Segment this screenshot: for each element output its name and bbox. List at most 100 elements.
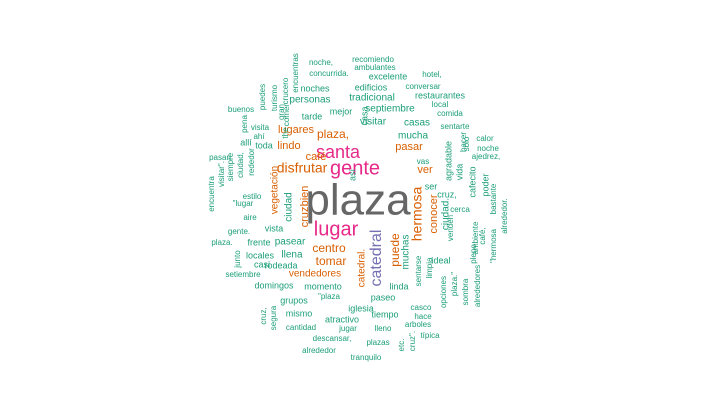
word-noche: noche, [309, 58, 333, 67]
word-ajedrez: ajedrez, [472, 152, 500, 161]
word-cruz: cruz". [408, 331, 417, 351]
word-rodeada: rodeada [264, 260, 297, 270]
word-gente: gente [330, 157, 380, 179]
word-plaza: "plaza [318, 292, 341, 301]
word-cantidad: cantidad [286, 323, 316, 332]
word-concurrida: concurrida. [309, 69, 349, 78]
word-pasan: pasan [209, 153, 231, 162]
word-pasar: pasar [395, 141, 423, 153]
word-visitar: visitar". [217, 161, 226, 187]
word-descansar: descansar, [313, 334, 352, 343]
word-sombra: sombra [461, 278, 470, 305]
word-arboles: arboles [405, 320, 431, 329]
word-jugar: jugar [338, 324, 357, 333]
word-tradicional: tradicional [349, 93, 395, 104]
word-casa: casa [359, 106, 369, 125]
word-toda: toda [255, 140, 273, 150]
word-local: local [432, 100, 449, 109]
word-locales: locales [246, 250, 275, 260]
word-personas: personas [289, 95, 330, 106]
word-vegetacion: vegetación [270, 166, 281, 214]
word-hermosa: hermosa [409, 187, 425, 242]
word-vendedores: vendedores [289, 269, 341, 280]
word-siempre: siempre [226, 152, 235, 181]
word-cruz: cruz, [259, 307, 268, 324]
word-calor: calor [476, 134, 494, 143]
word-mismo: mismo [286, 308, 313, 318]
word-ser: ser [425, 181, 438, 191]
word-cruz: cruz, [437, 189, 457, 199]
word-linda: linda [389, 281, 408, 291]
word-aire: aire [243, 213, 257, 222]
word-llena: llena [281, 250, 303, 261]
word-segura: segura [269, 305, 278, 330]
word-visitar: visitar [360, 117, 387, 128]
word-ambiente: ambiente [471, 221, 480, 254]
word-muchas: muchas [401, 234, 412, 269]
word-comida: comida [437, 109, 463, 118]
word-conversar: conversar [405, 82, 440, 91]
word-limpia: limpia [425, 257, 434, 278]
word-vista: vista [265, 223, 284, 233]
word-casco: casco [411, 303, 432, 312]
word-septiembre: septiembre [365, 104, 415, 115]
word-lindo: lindo [277, 140, 300, 152]
word-vida: vida [454, 164, 464, 181]
word-catedral: catedral. [357, 249, 368, 287]
word-ciudad: ciudad [284, 192, 295, 221]
word-momento: momento [304, 281, 342, 291]
word-mucha: mucha [398, 131, 428, 142]
word-the: the [281, 127, 290, 139]
word-hace: hace [414, 312, 432, 321]
word-noches: noches [300, 83, 330, 93]
word-gente: gente. [228, 227, 250, 236]
word-cafe: café [306, 151, 327, 163]
word-encuentras: encuentras [291, 53, 300, 93]
word-mejor: mejor [330, 106, 353, 116]
word-frente: frente [247, 237, 270, 247]
word-cafe: café, [478, 227, 487, 244]
word-hacer: hacer [459, 132, 468, 152]
word-agradable: agradable [443, 141, 453, 181]
word-sentarse: sentarse [414, 255, 423, 286]
word-puedes: puedes [258, 84, 267, 110]
word-buenos: buenos [228, 105, 254, 114]
word-rededor: rededor [247, 148, 256, 176]
word-alli: allí [240, 137, 252, 147]
word-tranquilo: tranquilo [351, 353, 382, 362]
word-setiembre: setiembre [225, 270, 261, 279]
word-pasear: pasear [275, 237, 306, 248]
word-atractivo: atractivo [325, 314, 359, 324]
word-plaza: plaza [305, 176, 411, 225]
word-encuentra: encuentra [207, 176, 216, 212]
word-visita: visita [251, 123, 270, 132]
word-plaza: plaza, [317, 127, 349, 141]
word-comer: comer [282, 104, 291, 127]
word-bastante: bastante [489, 183, 498, 214]
word-catedral: catedral [368, 230, 385, 287]
word-tarde: tarde [302, 111, 323, 121]
word-casi: casi [254, 259, 270, 269]
word-junto: junto [233, 250, 242, 269]
word-alrededor: alrededor [302, 346, 336, 355]
word-asi: así [347, 169, 357, 182]
word-cruz: cruz [299, 207, 311, 228]
word-turismo: turismo [270, 84, 279, 111]
word-lugares: lugares [278, 124, 315, 136]
word-solo: solo [462, 136, 471, 151]
word-tomar: tomar [316, 254, 347, 268]
word-grupos: grupos [280, 295, 308, 305]
word-cerca: cerca [450, 205, 470, 214]
word-edificios: edificios [355, 82, 388, 92]
word-plaza: plaza." [450, 272, 459, 296]
word-sentarte: sentarte [441, 122, 470, 131]
word-venden: venden [446, 215, 455, 241]
word-puede: puede [388, 233, 402, 267]
word-ver: ver [417, 164, 433, 176]
word-centro: centro [312, 241, 346, 255]
word-hotel: hotel, [422, 70, 442, 79]
word-domingos: domingos [254, 280, 294, 290]
word-pleno: pleno [469, 244, 478, 264]
word-estilo: estilo [243, 192, 262, 201]
word-ahi: ahí [253, 132, 265, 141]
